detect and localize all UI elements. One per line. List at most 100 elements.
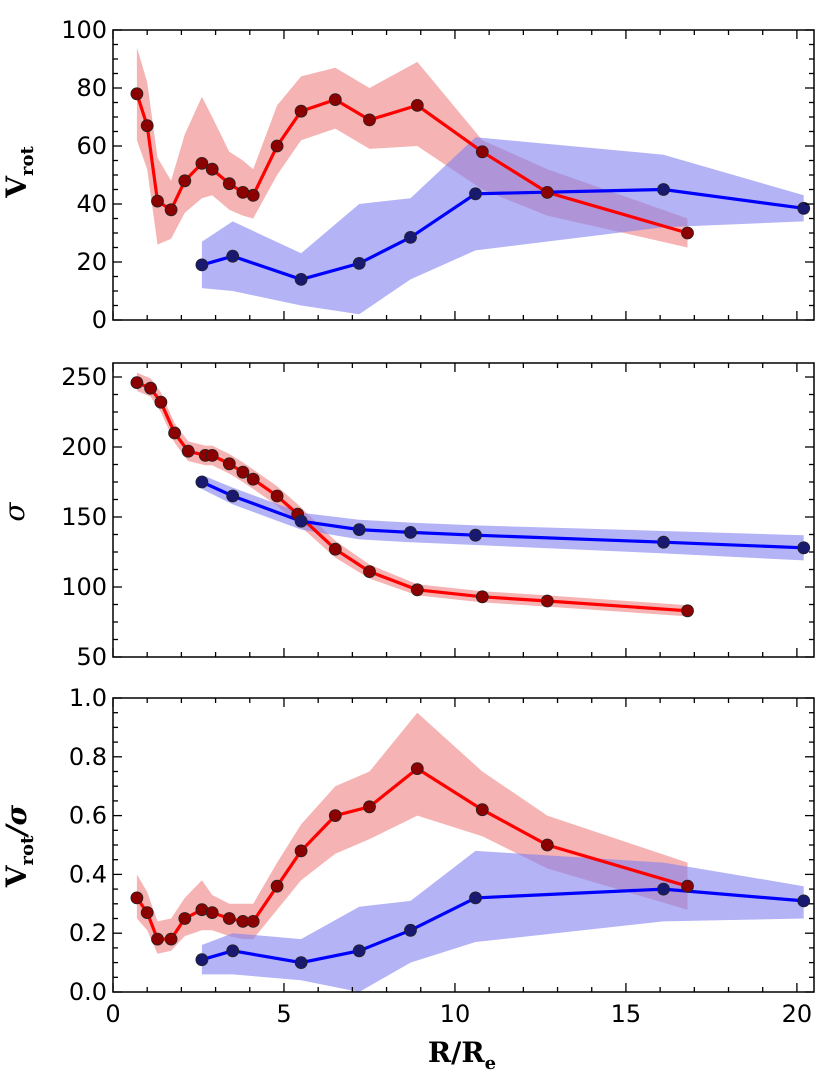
bottom-y-tick-label: 0.4 — [69, 860, 107, 888]
top-blue-point — [226, 249, 240, 263]
top-red-point — [270, 139, 284, 153]
middle-blue-point — [657, 535, 670, 549]
bottom-red-point — [270, 879, 284, 893]
middle-red-point — [475, 590, 489, 604]
middle-red-point — [328, 542, 342, 556]
middle-y-tick-label: 100 — [61, 573, 107, 601]
x-tick-label: 20 — [782, 1000, 813, 1028]
middle-blue-point — [797, 541, 811, 555]
panel-bottom-vrot-over-sigma: 0.0 0.2 0.4 0.6 0.8 1.0 0 5 10 15 20 Vrot/σ R/Re — [0, 684, 815, 1073]
panel-top-vrot: 0 20 40 60 80 100 Vrot — [0, 16, 815, 334]
middle-red-point — [270, 489, 284, 503]
top-red-point — [363, 113, 376, 127]
top-blue-point — [404, 230, 417, 244]
bottom-red-point — [540, 838, 554, 852]
bottom-blue-point — [294, 956, 308, 969]
bottom-blue-point — [352, 944, 366, 958]
x-tick-label: 0 — [105, 1000, 120, 1028]
top-y-tick-label: 100 — [61, 16, 107, 44]
top-red-point — [681, 226, 694, 240]
middle-red-point — [144, 381, 158, 395]
bottom-red-point — [164, 932, 178, 946]
bottom-red-point — [205, 906, 219, 919]
panel-middle-sigma: 50 100 150 200 250 σ — [0, 362, 815, 671]
bottom-y-tick-label: 0.6 — [69, 802, 107, 830]
x-axis-label: R/Re — [428, 1036, 496, 1073]
bottom-red-point — [178, 912, 192, 925]
top-red-point — [151, 194, 164, 208]
bottom-red-point — [130, 891, 144, 905]
bottom-blue-line — [201, 887, 804, 965]
middle-red-point — [181, 444, 195, 458]
middle-red-point — [363, 565, 376, 578]
bottom-y-tick-label: 0.8 — [69, 743, 107, 771]
bottom-blue-point — [469, 891, 482, 905]
middle-red-point — [540, 594, 554, 608]
bottom-y-tick-label: 0.2 — [69, 919, 107, 947]
bottom-red-point — [246, 915, 260, 928]
middle-red-point — [168, 426, 182, 440]
top-y-tick-label: 20 — [76, 248, 107, 276]
top-red-point — [178, 174, 192, 188]
bottom-red-point — [363, 800, 376, 814]
middle-blue-point — [294, 514, 308, 528]
top-red-point — [328, 93, 342, 106]
top-red-point — [475, 145, 489, 159]
bottom-red-point — [151, 932, 164, 946]
panel-top-ylabel: Vrot — [0, 146, 38, 199]
middle-blue-line — [201, 480, 804, 550]
middle-blue-point — [469, 528, 482, 542]
top-red-point — [140, 119, 154, 133]
top-blue-point — [352, 256, 366, 270]
middle-blue-point — [226, 489, 240, 503]
top-red-point — [540, 185, 554, 199]
top-y-tick-label: 60 — [76, 132, 107, 160]
bottom-blue-band — [201, 850, 804, 992]
middle-y-tick-label: 150 — [61, 503, 107, 531]
middle-red-point — [681, 604, 694, 618]
top-red-point — [410, 99, 424, 112]
middle-red-point — [246, 472, 260, 486]
panel-top-frame — [112, 29, 815, 321]
middle-blue-point — [404, 526, 417, 539]
top-blue-point — [294, 272, 308, 286]
bottom-red-point — [140, 906, 154, 919]
middle-red-point — [205, 448, 219, 462]
panel-bottom-frame — [112, 697, 815, 993]
bottom-blue-point — [404, 923, 417, 937]
middle-y-tick-label: 50 — [76, 643, 107, 671]
x-tick-label: 10 — [440, 1000, 471, 1028]
bottom-red-point — [328, 809, 342, 822]
panel-middle-ylabel: σ — [0, 502, 31, 522]
top-red-point — [205, 162, 219, 176]
bottom-blue-point — [195, 953, 209, 967]
middle-y-tick-label: 250 — [61, 363, 107, 391]
bottom-red-point — [681, 879, 694, 893]
middle-red-point — [410, 583, 424, 597]
bottom-red-band — [136, 712, 688, 954]
top-blue-point — [657, 183, 670, 196]
panel-bottom-ylabel: Vrot/σ — [0, 804, 38, 888]
top-y-tick-label: 80 — [76, 74, 107, 102]
panel-middle-frame — [112, 362, 815, 658]
top-blue-line — [201, 187, 804, 282]
middle-red-point — [236, 465, 250, 479]
x-tick-label: 15 — [611, 1000, 642, 1028]
x-tick-label: 5 — [276, 1000, 291, 1028]
bottom-blue-point — [657, 882, 670, 896]
bottom-red-point — [410, 762, 424, 775]
bottom-blue-point — [226, 944, 240, 958]
bottom-red-point — [475, 803, 489, 817]
middle-blue-point — [195, 475, 209, 489]
top-red-point — [130, 87, 144, 101]
middle-y-tick-label: 200 — [61, 433, 107, 461]
bottom-red-point — [294, 844, 308, 858]
top-red-point — [222, 177, 236, 191]
top-y-tick-label: 0 — [92, 306, 107, 334]
top-red-point — [195, 156, 209, 170]
top-blue-point — [195, 258, 209, 272]
bottom-y-tick-label: 1.0 — [69, 684, 107, 712]
middle-red-point — [130, 376, 144, 390]
bottom-blue-point — [797, 894, 811, 908]
